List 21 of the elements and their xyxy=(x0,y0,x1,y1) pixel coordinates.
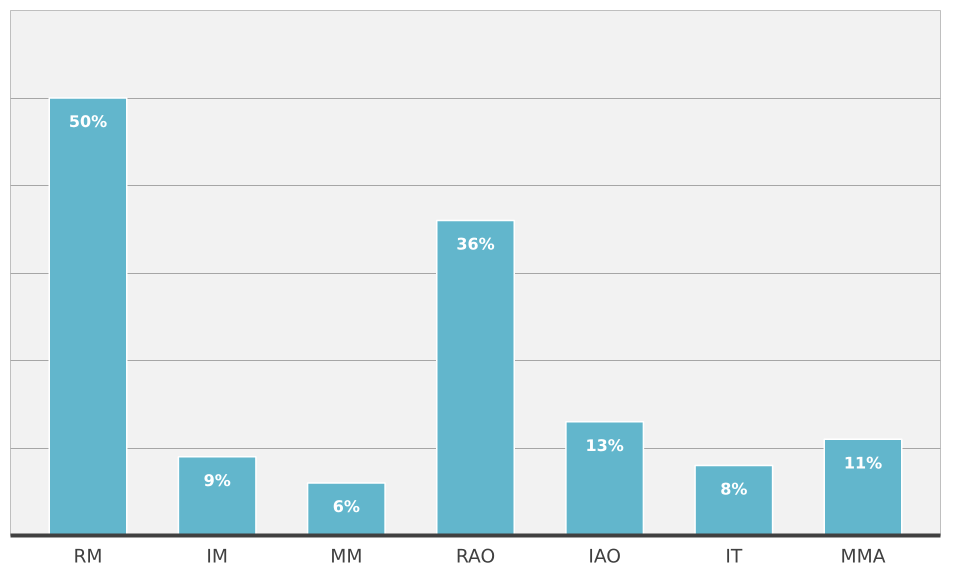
x-tick-label: IAO xyxy=(588,546,621,568)
bar xyxy=(178,456,257,536)
data-label: 36% xyxy=(456,234,495,254)
x-tick-label: IM xyxy=(206,546,228,568)
data-label: 50% xyxy=(68,112,108,131)
data-label: 8% xyxy=(720,480,748,498)
bar xyxy=(436,220,515,536)
data-label: 13% xyxy=(586,436,624,455)
data-label: 11% xyxy=(844,453,882,472)
x-tick-label: MM xyxy=(330,546,362,568)
x-tick-label: RM xyxy=(73,546,103,568)
x-tick-label: IT xyxy=(725,546,743,568)
bar xyxy=(565,421,644,536)
bar xyxy=(48,97,128,536)
bar xyxy=(824,438,902,536)
data-label: 6% xyxy=(332,497,360,516)
bar xyxy=(694,464,774,536)
x-tick-label: RAO xyxy=(456,546,496,568)
bar xyxy=(306,482,386,536)
data-label: 9% xyxy=(204,470,231,490)
x-tick-label: MMA xyxy=(840,546,886,568)
